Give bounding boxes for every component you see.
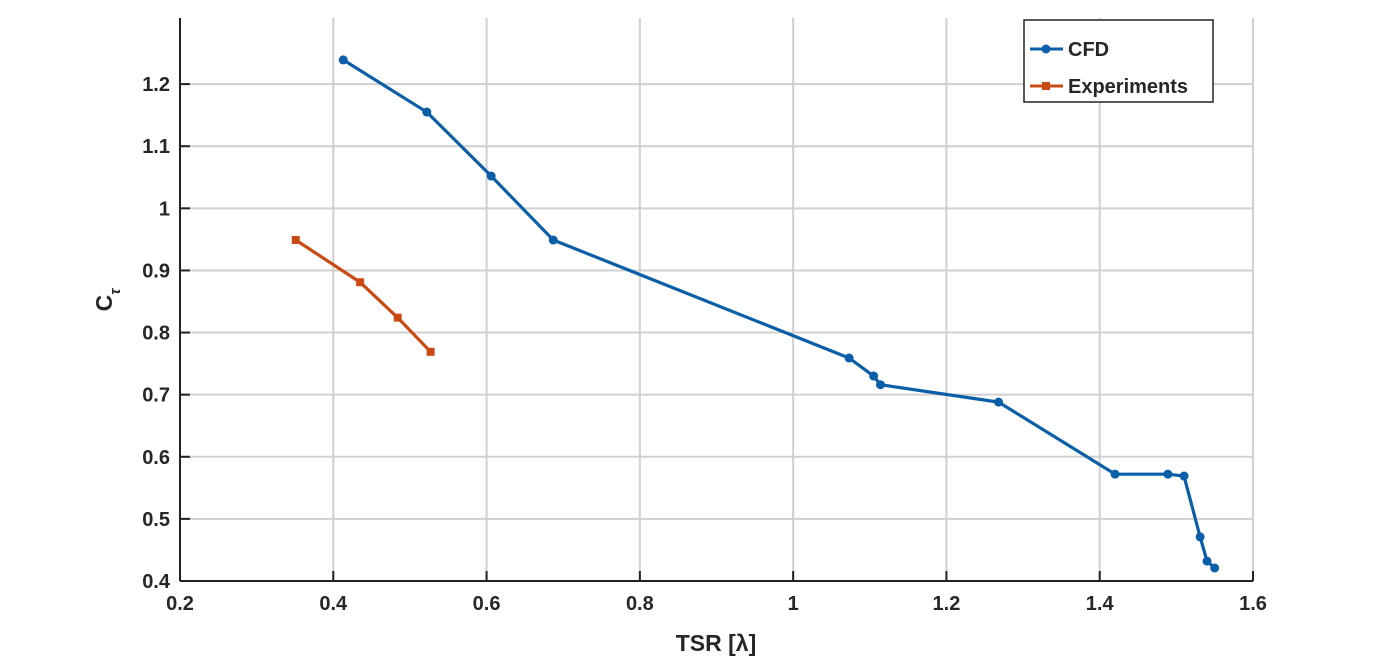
- x-tick-label: 1.2: [933, 593, 961, 615]
- legend: CFD Experiments: [1023, 19, 1214, 103]
- x-tick-label: 0.2: [166, 593, 194, 615]
- y-tick-label: 0.5: [142, 509, 170, 531]
- y-axis-label-sub: τ: [107, 288, 124, 295]
- y-tick-label: 0.9: [142, 260, 170, 282]
- x-tick-label: 0.6: [473, 593, 501, 615]
- data-point-cfd: [1202, 556, 1212, 566]
- legend-cfd-marker: [1041, 44, 1051, 54]
- data-point-experiments: [356, 278, 365, 287]
- y-tick-label: 1.1: [142, 136, 170, 158]
- data-point-experiments: [393, 313, 402, 322]
- data-point-cfd: [1110, 469, 1120, 479]
- data-point-cfd: [422, 107, 432, 117]
- data-point-cfd: [1195, 532, 1205, 542]
- x-tick-label: 0.8: [626, 593, 654, 615]
- data-point-cfd: [844, 353, 854, 363]
- data-point-cfd: [1210, 563, 1220, 573]
- data-point-cfd: [338, 55, 348, 65]
- data-point-experiments: [291, 236, 300, 245]
- series-layer: [291, 55, 1220, 573]
- data-point-cfd: [486, 171, 496, 181]
- y-tick-label: 0.6: [142, 447, 170, 469]
- data-point-cfd: [869, 371, 879, 381]
- x-tick-label: 1: [788, 593, 799, 615]
- x-tick-label: 1.6: [1239, 593, 1267, 615]
- y-tick-label: 1: [159, 198, 170, 220]
- y-tick-label: 0.8: [142, 323, 170, 345]
- data-point-cfd: [1163, 469, 1173, 479]
- data-point-experiments: [426, 347, 435, 356]
- y-axis-label: Cτ: [91, 288, 124, 312]
- legend-experiments-marker: [1042, 82, 1050, 90]
- legend-box: [1023, 19, 1214, 103]
- y-tick-label: 0.4: [142, 571, 171, 593]
- data-point-cfd: [548, 235, 558, 245]
- legend-cfd-label: CFD: [1068, 39, 1109, 61]
- x-tick-label: 1.4: [1086, 593, 1115, 615]
- series-line-experiments: [294, 238, 432, 353]
- data-point-cfd: [1179, 471, 1189, 481]
- series-line-cfd: [342, 58, 1216, 570]
- ticks: 0.2 0.4 0.6 0.8 1 1.2 1.4 1.60.40.50.60.70.80.9…: [142, 74, 1267, 615]
- data-point-cfd: [994, 397, 1004, 407]
- data-point-cfd: [876, 380, 886, 390]
- y-axis-label-main: C: [91, 295, 117, 312]
- y-tick-label: 1.2: [142, 74, 170, 96]
- x-tick-label: 0.4: [319, 593, 348, 615]
- x-axis-label: TSR [λ]: [676, 630, 757, 656]
- y-tick-label: 0.7: [142, 385, 170, 407]
- grid: [180, 18, 1254, 581]
- legend-experiments-label: Experiments: [1068, 76, 1188, 98]
